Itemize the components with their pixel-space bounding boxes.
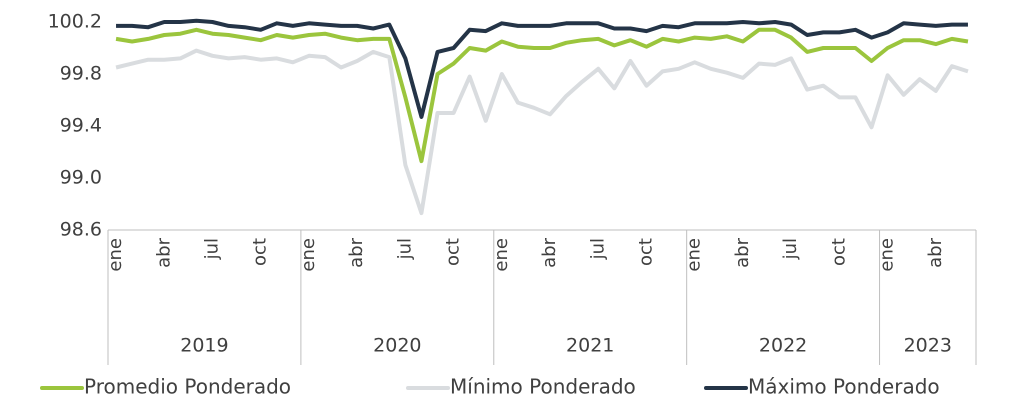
- year-label: 2021: [566, 335, 614, 357]
- x-tick-label: abr: [732, 237, 753, 267]
- year-label: 2019: [180, 335, 228, 357]
- y-tick-label: 99.0: [60, 167, 102, 189]
- y-tick-label: 99.4: [60, 115, 102, 137]
- x-tick-label: ene: [105, 238, 126, 272]
- y-tick-label: 98.6: [60, 219, 102, 241]
- x-tick-label: jul: [201, 238, 222, 260]
- x-tick-label: ene: [491, 238, 512, 272]
- series-line: [115, 48, 969, 216]
- x-tick-label: abr: [153, 237, 174, 267]
- year-label: 2023: [904, 335, 952, 357]
- x-tick-label: oct: [443, 238, 464, 266]
- legend-label: Promedio Ponderado: [84, 375, 291, 399]
- x-tick-label: jul: [394, 238, 415, 260]
- series-line: [116, 18, 968, 119]
- x-tick-label: oct: [250, 238, 271, 266]
- x-tick-label: jul: [780, 238, 801, 260]
- x-tick-label: ene: [684, 238, 705, 272]
- y-tick-label: 99.8: [60, 63, 102, 85]
- x-tick-label: ene: [298, 238, 319, 272]
- year-label: 2020: [373, 335, 421, 357]
- y-tick-label: 100.2: [48, 11, 102, 33]
- x-tick-label: oct: [828, 238, 849, 266]
- legend-label: Máximo Ponderado: [748, 375, 940, 399]
- x-tick-label: jul: [587, 238, 608, 260]
- x-tick-label: oct: [635, 238, 656, 266]
- x-tick-label: ene: [877, 238, 898, 272]
- x-tick-label: abr: [539, 237, 560, 267]
- legend-label: Mínimo Ponderado: [450, 375, 636, 399]
- year-label: 2022: [759, 335, 807, 357]
- x-tick-label: abr: [346, 237, 367, 267]
- series-line: [115, 27, 969, 164]
- x-tick-label: abr: [925, 237, 946, 267]
